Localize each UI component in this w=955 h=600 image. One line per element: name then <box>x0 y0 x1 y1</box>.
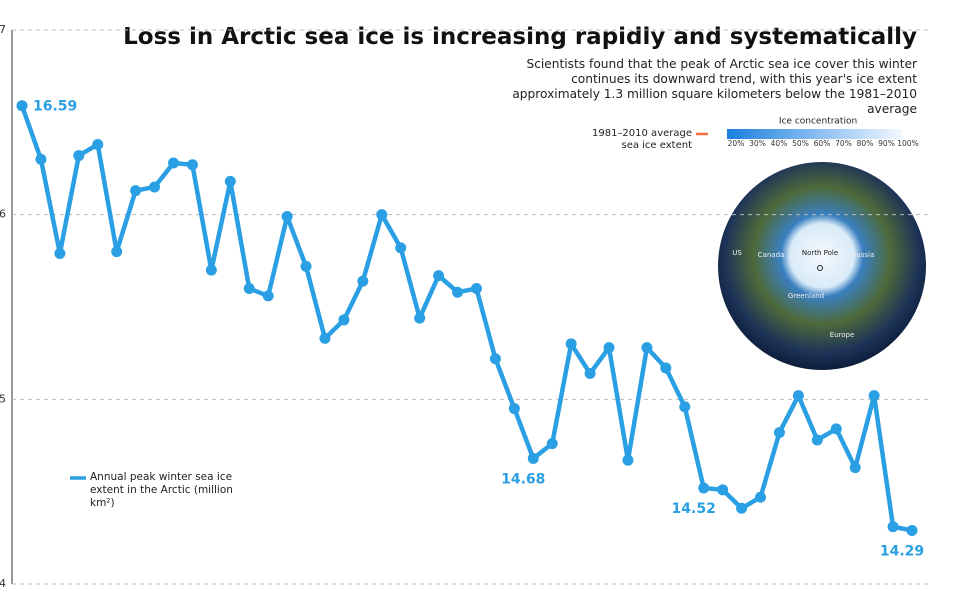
point <box>167 157 179 169</box>
point <box>698 482 710 494</box>
point <box>508 403 520 415</box>
north-pole-marker <box>817 265 823 271</box>
point <box>679 401 691 413</box>
point <box>186 159 198 171</box>
point <box>736 502 748 514</box>
point <box>357 275 369 287</box>
value-label: 14.52 <box>672 501 716 517</box>
point <box>433 270 445 282</box>
ice-scale-label: 20% <box>728 139 745 148</box>
legend-label: Annual peak winter sea ice extent in the… <box>90 471 233 509</box>
point <box>130 185 142 197</box>
point <box>849 462 861 474</box>
y-tick-label: 16 <box>0 208 6 221</box>
point <box>792 390 804 402</box>
point <box>414 312 426 324</box>
point <box>92 138 104 150</box>
ice-scale-title: Ice concentration <box>779 117 857 127</box>
point <box>300 260 312 272</box>
map-label: Europe <box>830 331 855 339</box>
point <box>868 390 880 402</box>
point <box>717 484 729 496</box>
point <box>660 362 672 374</box>
chart-title: Loss in Arctic sea ice is increasing rap… <box>123 24 917 50</box>
point <box>149 181 161 193</box>
map-label: Canada <box>758 251 785 259</box>
point <box>527 452 539 464</box>
point <box>319 332 331 344</box>
value-label: 14.29 <box>880 543 924 559</box>
ice-scale-bar <box>727 129 902 139</box>
value-label: 16.59 <box>33 99 77 115</box>
y-tick-label: 14 <box>0 577 6 590</box>
point <box>35 153 47 165</box>
ice-scale-label: 80% <box>857 139 874 148</box>
point <box>376 209 388 221</box>
point <box>262 290 274 302</box>
chart-subtitle: Scientists found that the peak of Arctic… <box>512 57 917 116</box>
map-label: Russia <box>852 251 875 259</box>
point <box>830 423 842 435</box>
point <box>243 283 255 295</box>
point <box>755 491 767 503</box>
map-label: US <box>732 249 742 257</box>
point <box>622 454 634 466</box>
ice-scale-label: 70% <box>835 139 852 148</box>
ice-scale-label: 90% <box>878 139 895 148</box>
point <box>338 314 350 326</box>
point <box>603 342 615 354</box>
point <box>224 175 236 187</box>
point <box>641 342 653 354</box>
average-legend: 1981–2010 average sea ice extent <box>591 128 692 151</box>
point <box>546 438 558 450</box>
point <box>111 246 123 258</box>
ice-scale-label: 30% <box>749 139 766 148</box>
point <box>452 286 464 298</box>
ice-scale-label: 50% <box>792 139 809 148</box>
ice-scale-label: 60% <box>814 139 831 148</box>
point <box>565 338 577 350</box>
point <box>73 150 85 162</box>
y-tick-label: 15 <box>0 392 6 405</box>
ice-scale-label: 40% <box>771 139 788 148</box>
value-label: 14.68 <box>501 471 545 487</box>
point <box>811 434 823 446</box>
point <box>773 427 785 439</box>
y-tick-label: 17 <box>0 23 6 36</box>
ice-scale-label: 100% <box>897 139 918 148</box>
point <box>489 353 501 365</box>
point <box>16 100 28 112</box>
point <box>906 524 918 536</box>
point <box>281 211 293 223</box>
point <box>205 264 217 276</box>
point <box>395 242 407 254</box>
map-label: North Pole <box>802 249 838 257</box>
map-label: Greenland <box>788 292 824 300</box>
point <box>470 283 482 295</box>
point <box>584 367 596 379</box>
point <box>54 247 66 259</box>
point <box>887 521 899 533</box>
